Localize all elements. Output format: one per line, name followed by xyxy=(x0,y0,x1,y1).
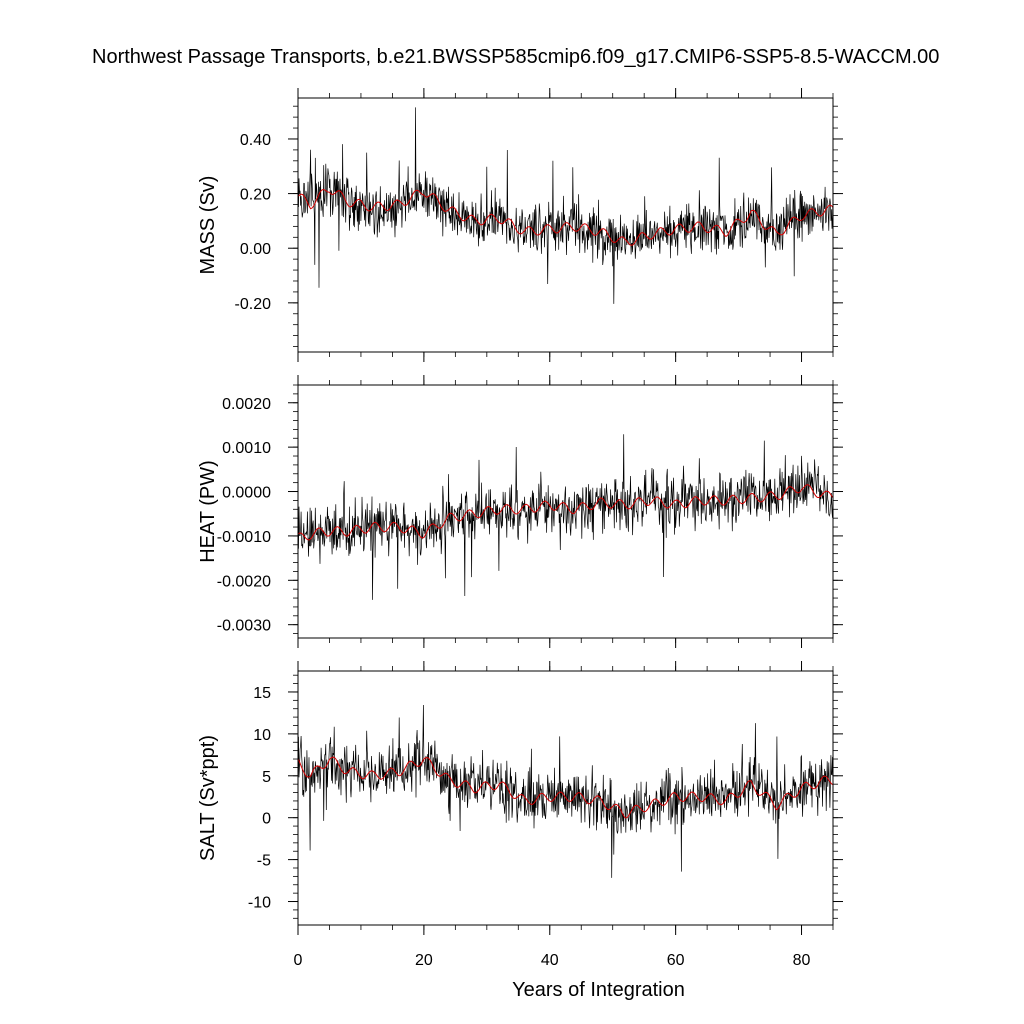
x-tick-label: 20 xyxy=(415,952,433,969)
y-tick-label: 0 xyxy=(262,811,271,828)
y-tick-label: 15 xyxy=(253,685,271,702)
running-mean-line xyxy=(298,484,833,541)
x-tick-label: 80 xyxy=(793,952,811,969)
x-tick-label: 0 xyxy=(294,952,303,969)
plot-frame xyxy=(297,384,834,639)
y-tick-label: 5 xyxy=(262,769,271,786)
y-tick-label: 0.0020 xyxy=(222,396,271,413)
y-tick-label: 0.0010 xyxy=(222,440,271,457)
y-tick-label: -0.20 xyxy=(235,296,272,313)
y-tick-label: -5 xyxy=(257,853,271,870)
y-tick-label: -0.0020 xyxy=(217,573,271,590)
chart-title: Northwest Passage Transports, b.e21.BWSS… xyxy=(92,46,940,68)
running-mean-line xyxy=(298,756,833,819)
y-tick-label: -0.0010 xyxy=(217,529,271,546)
y-tick-label: 0.40 xyxy=(240,132,271,149)
y-axis-label: SALT (Sv*ppt) xyxy=(197,735,219,861)
plot-frame xyxy=(297,97,834,353)
plot-frame xyxy=(297,670,834,926)
x-tick-label: 40 xyxy=(541,952,559,969)
y-tick-label: 10 xyxy=(253,727,271,744)
monthly-series-line xyxy=(298,434,833,600)
y-axis-label: MASS (Sv) xyxy=(197,176,219,275)
running-mean-line xyxy=(298,188,833,246)
y-axis-label: HEAT (PW) xyxy=(197,460,219,563)
y-tick-label: 0.20 xyxy=(240,187,271,204)
y-tick-label: -10 xyxy=(248,895,271,912)
monthly-series-line xyxy=(298,704,833,878)
x-tick-label: 60 xyxy=(667,952,685,969)
y-tick-label: -0.0030 xyxy=(217,618,271,635)
y-tick-label: 0.0000 xyxy=(222,485,271,502)
x-axis-label: Years of Integration xyxy=(512,979,685,1001)
y-tick-label: 0.00 xyxy=(240,241,271,258)
monthly-series-line xyxy=(298,107,833,304)
